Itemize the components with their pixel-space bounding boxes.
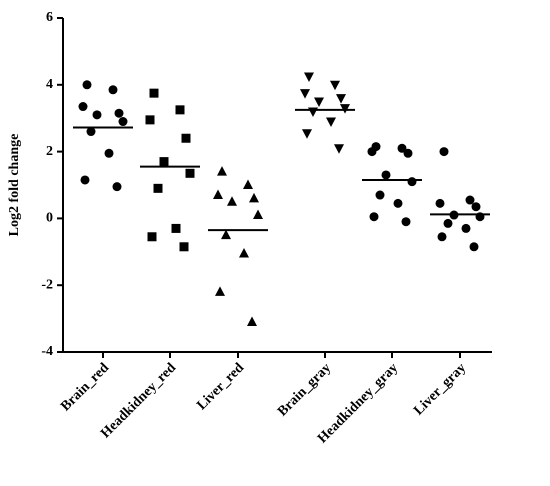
point — [215, 286, 225, 296]
point — [185, 168, 195, 178]
point — [179, 242, 189, 252]
point — [153, 183, 163, 193]
point — [326, 117, 336, 128]
point — [336, 94, 346, 104]
point — [82, 80, 92, 90]
point — [369, 212, 379, 222]
point — [461, 223, 471, 233]
point — [314, 97, 324, 107]
point — [114, 108, 124, 118]
point — [381, 170, 391, 180]
point — [239, 247, 249, 258]
point — [302, 129, 312, 139]
point — [401, 217, 411, 227]
y-tick-label: 2 — [46, 144, 53, 159]
y-tick-label: -2 — [41, 277, 53, 292]
point — [227, 196, 237, 206]
point — [118, 117, 128, 127]
point — [243, 179, 253, 189]
point — [375, 190, 385, 200]
point — [465, 195, 475, 205]
point — [112, 182, 122, 192]
point — [175, 105, 185, 115]
point — [104, 148, 114, 158]
point — [439, 147, 449, 157]
x-tick-label: Brain_red — [58, 360, 112, 414]
point — [407, 177, 417, 187]
point — [108, 85, 118, 95]
point — [471, 202, 481, 212]
point — [393, 198, 403, 208]
point — [469, 242, 479, 252]
point — [443, 218, 453, 228]
point — [221, 229, 231, 240]
point — [217, 166, 227, 176]
x-tick-label: Liver_gray — [411, 360, 469, 418]
point — [171, 223, 181, 233]
point — [437, 232, 447, 242]
point — [159, 157, 169, 167]
point — [304, 72, 314, 82]
point — [403, 148, 413, 158]
point — [247, 316, 257, 326]
point — [78, 102, 88, 112]
point — [253, 209, 263, 220]
x-tick-label: Brain_gray — [275, 360, 334, 419]
y-tick-label: 6 — [46, 10, 53, 25]
y-tick-label: 4 — [46, 77, 53, 92]
point — [435, 198, 445, 208]
point — [181, 133, 191, 143]
point — [145, 115, 155, 125]
point — [249, 192, 259, 203]
x-tick-label: Liver_red — [194, 360, 247, 413]
point — [397, 143, 407, 153]
point — [149, 88, 159, 98]
y-axis-label: Log2 fold change — [7, 134, 22, 237]
point — [86, 127, 96, 137]
point — [80, 175, 90, 185]
point — [147, 232, 157, 242]
point — [300, 89, 310, 99]
y-tick-label: 0 — [46, 211, 53, 226]
point — [213, 189, 223, 200]
y-tick-label: -4 — [41, 344, 53, 359]
point — [334, 144, 344, 154]
point — [367, 147, 377, 157]
point — [92, 110, 102, 120]
point — [330, 80, 340, 91]
